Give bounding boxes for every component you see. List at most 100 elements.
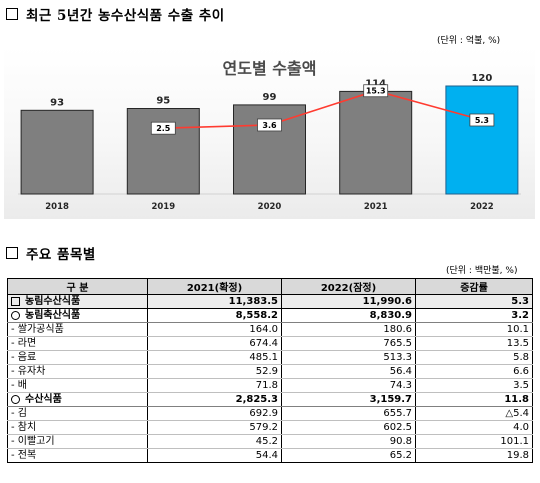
- bar-2019: [126, 108, 200, 195]
- row-category-cell: - 이빨고기: [7, 434, 148, 449]
- row-category-label: 농림수산식품: [25, 295, 81, 307]
- value-2022-cell: 655.7: [281, 406, 416, 421]
- change-rate-cell: △5.4: [415, 406, 533, 421]
- table-row: - 쌀가공식품 164.0 180.6 10.1: [7, 322, 533, 337]
- bar-2020: [233, 104, 306, 195]
- value-2021-cell: 54.4: [147, 448, 282, 463]
- row-category-cell: - 음료: [7, 350, 148, 365]
- row-category-label: 농림축산식품: [25, 309, 81, 321]
- row-category-cell: - 라면: [7, 336, 148, 351]
- row-category-label: - 김: [11, 407, 27, 419]
- change-rate-cell: 101.1: [415, 434, 533, 449]
- value-2021-cell: 2,825.3: [147, 392, 282, 407]
- value-2021-cell: 579.2: [147, 420, 282, 435]
- x-tick-label: 2018: [45, 202, 69, 212]
- growth-rate-label: 15.3: [366, 87, 386, 96]
- header-2022: 2022(잠정): [281, 278, 416, 295]
- growth-rate-label: 2.5: [156, 124, 171, 133]
- row-category-cell: - 전복: [7, 448, 148, 463]
- row-category-cell: 농림축산식품: [7, 308, 148, 323]
- row-category-label: - 전복: [11, 449, 37, 461]
- bar-value-label: 120: [471, 73, 492, 84]
- table-row: 수산식품 2,825.3 3,159.7 11.8: [7, 392, 533, 407]
- row-category-label: - 배: [11, 379, 27, 391]
- value-2021-cell: 52.9: [147, 364, 282, 379]
- value-2022-cell: 3,159.7: [281, 392, 416, 407]
- table-unit-note: (단위 : 백만불, %): [446, 266, 518, 276]
- circle-bullet-icon: [11, 395, 20, 404]
- value-2022-cell: 90.8: [281, 434, 416, 449]
- table-row: - 이빨고기 45.2 90.8 101.1: [7, 434, 533, 449]
- square-bullet-icon: [11, 297, 20, 306]
- circle-bullet-icon: [11, 311, 20, 320]
- row-category-cell: - 쌀가공식품: [7, 322, 148, 337]
- table-row: - 전복 54.4 65.2 19.8: [7, 448, 533, 463]
- data-label-box: [469, 113, 495, 127]
- export-items-table: 구 분 2021(확정) 2022(잠정) 증감률 농림수산식품 11,383.5…: [7, 278, 533, 463]
- value-2022-cell: 56.4: [281, 364, 416, 379]
- row-category-cell: - 참치: [7, 420, 148, 435]
- change-rate-cell: 6.6: [415, 364, 533, 379]
- chart-title: 연도별 수출액: [223, 59, 317, 78]
- change-rate-cell: 5.8: [415, 350, 533, 365]
- data-label-box: [150, 121, 176, 135]
- value-2022-cell: 74.3: [281, 378, 416, 393]
- value-2021-cell: 164.0: [147, 322, 282, 337]
- change-rate-cell: 11.8: [415, 392, 533, 407]
- value-2021-cell: 674.4: [147, 336, 282, 351]
- value-2022-cell: 65.2: [281, 448, 416, 463]
- bar-2018: [20, 109, 94, 195]
- section-title: 최근 5년간 농수산식품 수출 추이: [26, 8, 225, 24]
- x-tick-label: 2021: [364, 202, 388, 212]
- x-tick-label: 2022: [470, 202, 494, 212]
- bar-value-label: 95: [156, 96, 170, 107]
- value-2022-cell: 180.6: [281, 322, 416, 337]
- value-2022-cell: 765.5: [281, 336, 416, 351]
- table-row: 농림수산식품 11,383.5 11,990.6 5.3: [7, 294, 533, 309]
- chart-panel: 연도별 수출액 93 2018 95 2019 99 2020 114 2021 120 2022 2…: [4, 47, 535, 219]
- header-category: 구 분: [7, 278, 148, 295]
- value-2022-cell: 513.3: [281, 350, 416, 365]
- value-2022-cell: 8,830.9: [281, 308, 416, 323]
- checkbox-square-icon: [6, 8, 18, 20]
- change-rate-cell: 4.0: [415, 420, 533, 435]
- change-rate-cell: 10.1: [415, 322, 533, 337]
- row-category-cell: 수산식품: [7, 392, 148, 407]
- table-header-row: 구 분 2021(확정) 2022(잠정) 증감률: [7, 278, 533, 295]
- row-category-label: - 유자차: [11, 365, 46, 377]
- value-2021-cell: 692.9: [147, 406, 282, 421]
- data-label-box: [363, 84, 389, 98]
- value-2021-cell: 11,383.5: [147, 294, 282, 309]
- row-category-label: - 이빨고기: [11, 435, 55, 447]
- bar-value-label: 93: [50, 97, 64, 108]
- x-tick-label: 2020: [258, 202, 282, 212]
- row-category-cell: 농림수산식품: [7, 294, 148, 309]
- table-row: - 김 692.9 655.7 △5.4: [7, 406, 533, 421]
- value-2021-cell: 8,558.2: [147, 308, 282, 323]
- change-rate-cell: 13.5: [415, 336, 533, 351]
- x-tick-label: 2019: [151, 202, 175, 212]
- growth-rate-label: 5.3: [475, 116, 489, 125]
- export-bar-line-chart: 연도별 수출액 93 2018 95 2019 99 2020 114 2021 120 2022 2…: [18, 59, 521, 212]
- section-title: 주요 품목별: [26, 247, 96, 263]
- table-row: - 참치 579.2 602.5 4.0: [7, 420, 533, 435]
- table-body: 농림수산식품 11,383.5 11,990.6 5.3 농림축산식품 8,558.2 8,…: [7, 294, 533, 463]
- table-row: - 유자차 52.9 56.4 6.6: [7, 364, 533, 379]
- row-category-cell: - 배: [7, 378, 148, 393]
- header-2021: 2021(확정): [147, 278, 282, 295]
- change-rate-cell: 3.2: [415, 308, 533, 323]
- table-row: 농림축산식품 8,558.2 8,830.9 3.2: [7, 308, 533, 323]
- change-rate-cell: 19.8: [415, 448, 533, 463]
- table-row: - 라면 674.4 765.5 13.5: [7, 336, 533, 351]
- section-heading-major-items: 주요 품목별: [6, 243, 96, 263]
- header-change-rate: 증감률: [415, 278, 533, 295]
- bar-value-label: 114: [365, 78, 386, 89]
- row-category-cell: - 김: [7, 406, 148, 421]
- bar-2022: [445, 85, 519, 195]
- bar-2021: [339, 90, 413, 195]
- chart-unit-note: (단위 : 억불, %): [437, 36, 501, 46]
- value-2021-cell: 45.2: [147, 434, 282, 449]
- table-row: - 음료 485.1 513.3 5.8: [7, 350, 533, 365]
- row-category-label: - 참치: [11, 421, 37, 433]
- growth-rate-label: 3.6: [262, 121, 277, 130]
